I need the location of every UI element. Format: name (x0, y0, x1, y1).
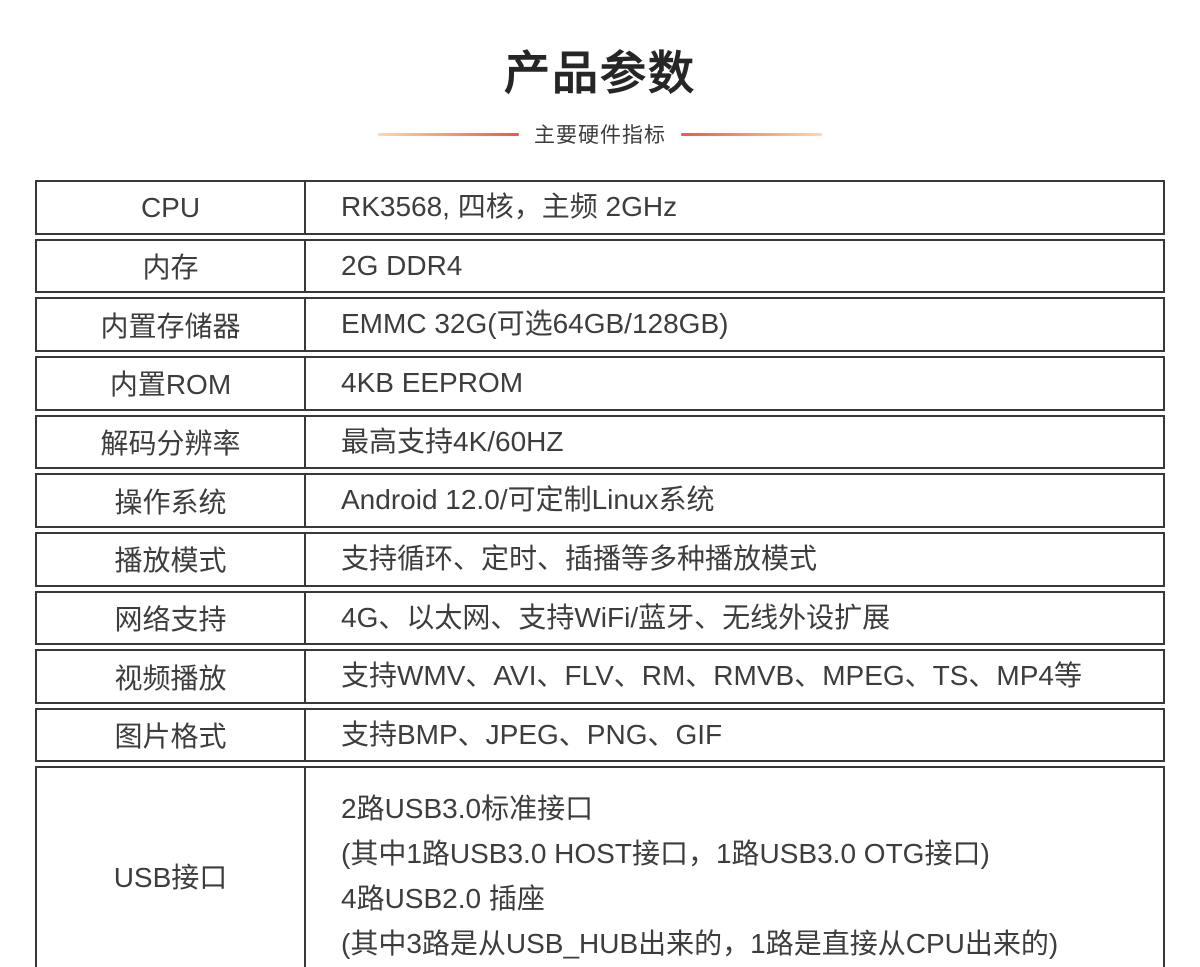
spec-value: Android 12.0/可定制Linux系统 (306, 475, 1163, 526)
subtitle-row: 主要硬件指标 (0, 119, 1200, 149)
spec-value: 最高支持4K/60HZ (306, 417, 1163, 468)
table-row: 播放模式 支持循环、定时、插播等多种播放模式 (35, 531, 1165, 587)
table-row: CPU RK3568, 四核，主频 2GHz (35, 180, 1165, 235)
accent-line-left (378, 132, 519, 136)
spec-value: 2路USB3.0标准接口 (其中1路USB3.0 HOST接口，1路USB3.0 … (306, 768, 1163, 967)
spec-value-line: RK3568, 四核，主频 2GHz (341, 191, 678, 223)
spec-label: 解码分辨率 (37, 416, 306, 468)
spec-value-line: (其中3路是从USB_HUB出来的，1路是直接从CPU出来的) (341, 928, 1059, 960)
table-row: 图片格式 支持BMP、JPEG、PNG、GIF (35, 707, 1165, 763)
spec-value-line: 支持BMP、JPEG、PNG、GIF (341, 718, 723, 750)
spec-label: 图片格式 (37, 709, 306, 761)
subtitle-text: 主要硬件指标 (534, 124, 666, 148)
spec-label: CPU (37, 182, 306, 233)
spec-label: USB接口 (37, 768, 306, 967)
accent-line-right (681, 132, 822, 136)
header: 产品参数 主要硬件指标 (0, 0, 1200, 149)
spec-value-line: 支持循环、定时、插播等多种播放模式 (341, 542, 818, 574)
spec-value-line: 4路USB2.0 插座 (341, 883, 545, 915)
spec-value: 2G DDR4 (306, 241, 1163, 292)
spec-value-line: EMMC 32G(可选64GB/128GB) (341, 308, 729, 340)
page-title: 产品参数 (504, 47, 696, 99)
table-row: 视频播放 支持WMV、AVI、FLV、RM、RMVB、MPEG、TS、MP4等 (35, 649, 1165, 704)
spec-value-line: (其中1路USB3.0 HOST接口，1路USB3.0 OTG接口) (341, 838, 990, 870)
spec-value-line: 4G、以太网、支持WiFi/蓝牙、无线外设扩展 (341, 601, 891, 633)
spec-value-line: 4KB EEPROM (341, 367, 524, 399)
spec-label: 网络支持 (37, 592, 306, 644)
spec-value: 支持循环、定时、插播等多种播放模式 (306, 534, 1163, 585)
table-row: 内存 2G DDR4 (35, 238, 1165, 294)
spec-value: 4KB EEPROM (306, 358, 1163, 409)
spec-value: 4G、以太网、支持WiFi/蓝牙、无线外设扩展 (306, 593, 1163, 644)
spec-value-line: Android 12.0/可定制Linux系统 (341, 484, 715, 516)
table-row: USB接口 2路USB3.0标准接口 (其中1路USB3.0 HOST接口，1路US… (35, 766, 1165, 967)
spec-value-line: 最高支持4K/60HZ (341, 425, 564, 457)
spec-label: 播放模式 (37, 533, 306, 585)
spec-value: 支持BMP、JPEG、PNG、GIF (306, 710, 1163, 761)
table-row: 解码分辨率 最高支持4K/60HZ (35, 414, 1165, 470)
spec-label: 操作系统 (37, 475, 306, 526)
spec-label: 视频播放 (37, 651, 306, 702)
spec-value-line: 支持WMV、AVI、FLV、RM、RMVB、MPEG、TS、MP4等 (341, 660, 1083, 692)
table-row: 操作系统 Android 12.0/可定制Linux系统 (35, 473, 1165, 528)
spec-label: 内置ROM (37, 358, 306, 409)
spec-value-line: 2G DDR4 (341, 249, 463, 281)
spec-label: 内置存储器 (37, 299, 306, 351)
table-row: 内置存储器 EMMC 32G(可选64GB/128GB) (35, 297, 1165, 353)
table-row: 内置ROM 4KB EEPROM (35, 356, 1165, 411)
spec-value: EMMC 32G(可选64GB/128GB) (306, 299, 1163, 350)
table-row: 网络支持 4G、以太网、支持WiFi/蓝牙、无线外设扩展 (35, 590, 1165, 646)
spec-label: 内存 (37, 240, 306, 292)
spec-table: CPU RK3568, 四核，主频 2GHz 内存 2G DDR4 内置存储器 EMMC … (35, 180, 1165, 967)
spec-value: RK3568, 四核，主频 2GHz (306, 182, 1163, 233)
spec-value-line: 2路USB3.0标准接口 (341, 793, 594, 825)
spec-value: 支持WMV、AVI、FLV、RM、RMVB、MPEG、TS、MP4等 (306, 651, 1163, 702)
